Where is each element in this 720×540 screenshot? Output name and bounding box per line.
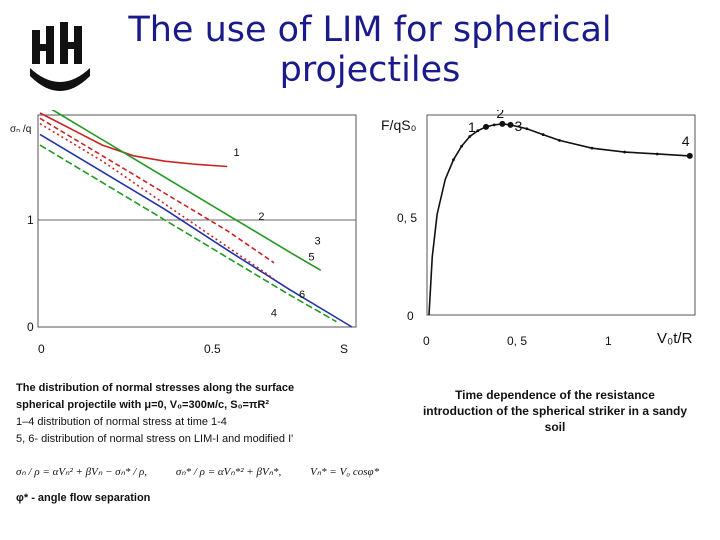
data-point <box>541 133 545 136</box>
y-tick-1: 1 <box>27 213 34 227</box>
caption-line-2: spherical projectile with μ=0, V₀=300м/c… <box>16 399 269 411</box>
marker-4 <box>686 152 693 159</box>
curve-label-6: 6 <box>299 289 305 301</box>
data-point <box>558 139 561 142</box>
x-tick-0: 0 <box>38 342 45 356</box>
y-tick-0: 0 <box>27 320 34 334</box>
plot-frame <box>426 114 696 316</box>
series-force-line <box>428 123 690 316</box>
nnsu-university-logo <box>30 22 90 91</box>
formula-2: σₙ* / ρ = αVₙ*² + βVₙ*, <box>175 466 282 478</box>
series-3-line <box>39 117 275 264</box>
series-1-line <box>39 112 228 168</box>
resistance-force-chart: F/qS₀ 0, 5 0 0 0, 5 1 V₀t/R 1 23 4 <box>381 110 696 348</box>
x-tick-1: 1 <box>605 334 612 348</box>
phi-note: φ* - angle flow separation <box>16 492 151 504</box>
data-point <box>492 123 496 127</box>
data-point <box>460 144 463 148</box>
caption-line-1: The distribution of normal stresses alon… <box>16 382 295 394</box>
data-point <box>452 158 455 162</box>
y-axis-label: F/qS₀ <box>381 117 417 133</box>
data-point <box>590 146 594 150</box>
x-axis-label: V₀t/R <box>657 330 693 347</box>
formula-3: Vₙ* = V₀ cosφ* <box>310 466 380 478</box>
caption-line-4: 5, 6- distribution of normal stress on L… <box>16 433 294 445</box>
x-tick-05: 0.5 <box>204 342 221 356</box>
caption-line-3: 1–4 distribution of normal stress at tim… <box>16 416 227 428</box>
slide-title: The use of LIM for spherical projectiles <box>128 10 612 90</box>
y-axis-label: σₙ /q <box>10 124 31 135</box>
data-point <box>476 129 480 133</box>
marker-label-4: 4 <box>682 133 690 149</box>
plot-frame <box>37 114 357 328</box>
left-caption: The distribution of normal stresses alon… <box>16 380 356 448</box>
formula-row: σₙ / ρ = αVₙ² + βVₙ − σₙ* / ρ, σₙ* / ρ =… <box>16 465 405 478</box>
marker-label-1: 1 <box>468 119 476 135</box>
marker-2 <box>499 120 506 127</box>
curve-label-3: 3 <box>315 236 321 248</box>
data-point <box>468 135 472 138</box>
marker-label-3: 3 <box>515 118 523 134</box>
data-point <box>525 127 529 131</box>
x-tick-s: S <box>340 342 348 356</box>
marker-label-2: 2 <box>496 110 504 121</box>
right-caption: Time dependence of the resistance introd… <box>422 388 688 434</box>
y-tick-0: 0 <box>407 309 414 323</box>
curve-label-5: 5 <box>308 252 314 264</box>
data-point <box>655 152 659 156</box>
series-2-line <box>51 110 322 271</box>
normal-stress-chart: σₙ /q 1 0 0 0.5 S 1 2 3 4 5 6 <box>10 110 357 356</box>
data-point <box>623 150 626 154</box>
curve-label-4: 4 <box>271 307 277 319</box>
x-tick-0: 0 <box>423 334 430 348</box>
series-6-line <box>39 144 337 323</box>
x-tick-05: 0, 5 <box>507 334 527 348</box>
formula-1: σₙ / ρ = αVₙ² + βVₙ − σₙ* / ρ, <box>16 466 148 478</box>
y-tick-05: 0, 5 <box>397 211 417 225</box>
series-4-line <box>39 133 353 328</box>
curve-label-1: 1 <box>233 147 239 159</box>
curve-label-2: 2 <box>258 211 264 223</box>
marker-1 <box>483 123 490 130</box>
marker-3 <box>507 121 514 128</box>
